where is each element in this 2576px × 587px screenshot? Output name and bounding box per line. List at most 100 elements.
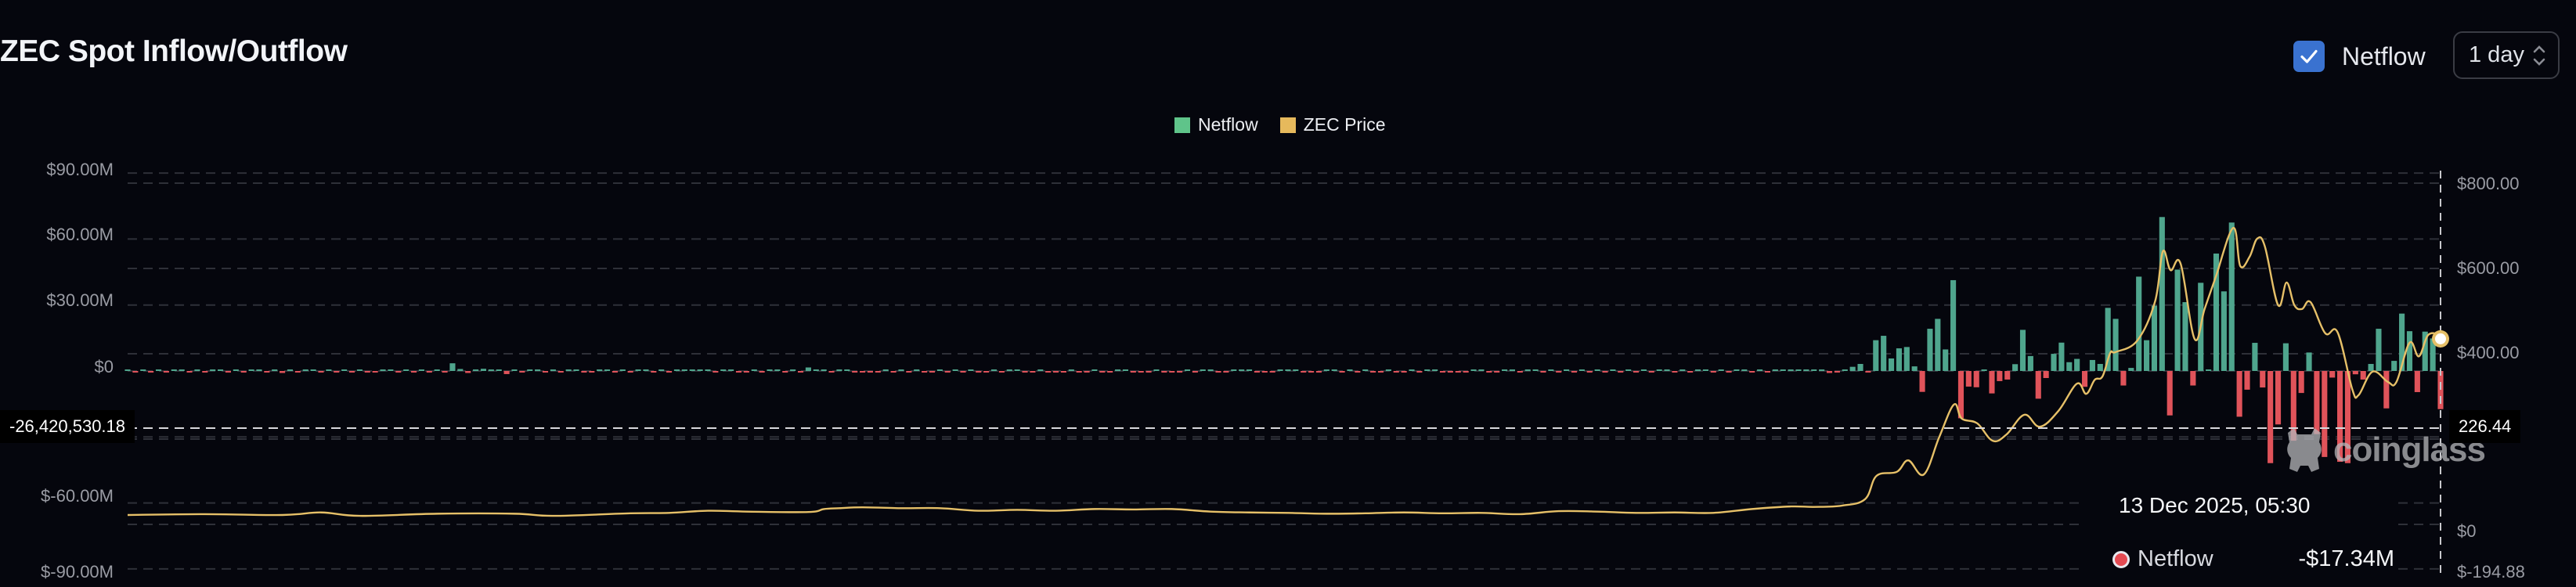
netflow-bar[interactable] — [542, 371, 549, 373]
legend-item-zec-price[interactable]: ZEC Price — [1279, 114, 1386, 135]
netflow-bar[interactable] — [372, 371, 378, 373]
netflow-bar[interactable] — [697, 369, 703, 371]
netflow-bar[interactable] — [1950, 279, 1957, 371]
netflow-bar[interactable] — [1911, 366, 1918, 371]
netflow-bar[interactable] — [1060, 371, 1066, 373]
netflow-bar[interactable] — [1873, 340, 1879, 371]
netflow-bar[interactable] — [998, 371, 1005, 373]
netflow-bar[interactable] — [922, 371, 928, 373]
netflow-bar[interactable] — [1091, 369, 1098, 371]
netflow-bar[interactable] — [2043, 371, 2049, 378]
netflow-bar[interactable] — [1301, 371, 1307, 373]
netflow-bar[interactable] — [1231, 369, 1237, 371]
netflow-bar[interactable] — [1161, 371, 1167, 373]
netflow-bar[interactable] — [666, 371, 673, 373]
netflow-bar[interactable] — [1633, 371, 1640, 373]
netflow-bar[interactable] — [1254, 371, 1260, 373]
netflow-bar[interactable] — [1169, 371, 1175, 373]
interval-select[interactable]: 1 day — [2453, 31, 2560, 79]
netflow-bar[interactable] — [735, 371, 742, 373]
netflow-checkbox-toggle[interactable]: Netflow — [2293, 41, 2426, 72]
netflow-bar[interactable] — [960, 371, 966, 373]
netflow-bar[interactable] — [395, 371, 402, 373]
netflow-bar[interactable] — [1347, 369, 1353, 371]
netflow-bar[interactable] — [1145, 371, 1152, 373]
netflow-bar[interactable] — [2268, 371, 2274, 463]
netflow-bar[interactable] — [936, 369, 943, 371]
netflow-bar[interactable] — [1323, 369, 1329, 371]
netflow-bar[interactable] — [2430, 338, 2436, 371]
netflow-bar[interactable] — [1385, 369, 1391, 371]
netflow-bar[interactable] — [1269, 371, 1275, 373]
netflow-bar[interactable] — [2074, 358, 2080, 371]
netflow-bar[interactable] — [1239, 369, 1245, 371]
netflow-bar[interactable] — [1734, 369, 1740, 371]
netflow-bar[interactable] — [1339, 371, 1345, 373]
netflow-bar[interactable] — [488, 369, 494, 371]
netflow-bar[interactable] — [1811, 369, 1817, 371]
netflow-bar[interactable] — [140, 369, 146, 371]
netflow-bar[interactable] — [1130, 371, 1136, 373]
netflow-bar[interactable] — [194, 369, 200, 371]
netflow-bar[interactable] — [364, 371, 370, 373]
netflow-bar[interactable] — [1084, 371, 1090, 373]
netflow-bar[interactable] — [1618, 371, 1624, 373]
netflow-bar[interactable] — [1393, 371, 1399, 373]
netflow-bar[interactable] — [2368, 364, 2374, 371]
netflow-bar[interactable] — [1981, 369, 1987, 371]
netflow-bar[interactable] — [202, 371, 208, 373]
netflow-bar[interactable] — [1478, 369, 1485, 371]
netflow-bar[interactable] — [341, 369, 348, 371]
netflow-bar[interactable] — [1122, 369, 1129, 371]
netflow-bar[interactable] — [1377, 371, 1384, 373]
netflow-bar[interactable] — [828, 371, 835, 373]
netflow-bar[interactable] — [1896, 348, 1902, 371]
netflow-bar[interactable] — [612, 371, 618, 373]
netflow-bar[interactable] — [1455, 371, 1461, 373]
netflow-bar[interactable] — [1726, 371, 1732, 373]
netflow-bar[interactable] — [1463, 371, 1469, 373]
netflow-bar[interactable] — [527, 369, 533, 371]
netflow-bar[interactable] — [2221, 291, 2227, 371]
netflow-bar[interactable] — [797, 371, 804, 373]
netflow-bar[interactable] — [1826, 371, 1833, 373]
netflow-bar[interactable] — [1842, 369, 1848, 371]
netflow-bar[interactable] — [944, 371, 951, 373]
netflow-bar[interactable] — [186, 371, 193, 373]
netflow-bar[interactable] — [148, 371, 154, 373]
netflow-bar[interactable] — [217, 369, 224, 371]
netflow-bar[interactable] — [1780, 369, 1786, 371]
netflow-bar[interactable] — [1710, 371, 1716, 373]
netflow-bar[interactable] — [171, 369, 177, 371]
netflow-bar[interactable] — [550, 369, 556, 371]
netflow-bar[interactable] — [1200, 369, 1206, 371]
netflow-bar[interactable] — [651, 371, 657, 373]
netflow-bar[interactable] — [1664, 369, 1670, 371]
netflow-bar[interactable] — [2012, 364, 2019, 371]
netflow-bar[interactable] — [2383, 371, 2390, 409]
netflow-bar[interactable] — [225, 371, 231, 373]
netflow-bar[interactable] — [658, 369, 665, 371]
netflow-bar[interactable] — [2260, 371, 2266, 388]
netflow-bar[interactable] — [179, 369, 185, 371]
netflow-bar[interactable] — [1331, 369, 1337, 371]
netflow-bar[interactable] — [2035, 371, 2041, 399]
netflow-bar[interactable] — [318, 371, 324, 373]
netflow-bar[interactable] — [310, 369, 316, 371]
netflow-bar[interactable] — [2151, 305, 2158, 371]
netflow-bar[interactable] — [1741, 369, 1748, 371]
netflow-bar[interactable] — [1006, 369, 1012, 371]
netflow-bar[interactable] — [1246, 369, 1253, 371]
netflow-bar[interactable] — [1997, 371, 2003, 381]
netflow-bar[interactable] — [821, 369, 827, 371]
netflow-bar[interactable] — [627, 371, 633, 373]
netflow-bar[interactable] — [906, 371, 912, 373]
netflow-bar[interactable] — [1757, 369, 1763, 371]
netflow-bar[interactable] — [2081, 371, 2088, 387]
netflow-bar[interactable] — [767, 369, 773, 371]
netflow-bar[interactable] — [1052, 371, 1059, 373]
netflow-bar[interactable] — [1548, 369, 1554, 371]
netflow-bar[interactable] — [1919, 371, 1925, 392]
netflow-bar[interactable] — [929, 371, 936, 373]
netflow-bar[interactable] — [2174, 269, 2181, 371]
